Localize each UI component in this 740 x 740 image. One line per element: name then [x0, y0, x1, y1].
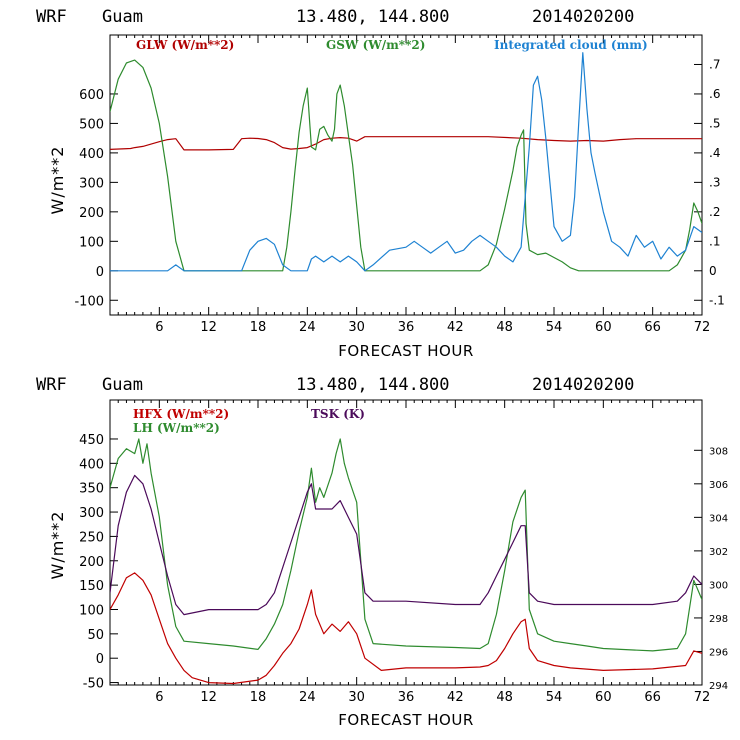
panel1-location-label: Guam — [102, 7, 143, 27]
x-tick-label: 54 — [546, 690, 563, 705]
y-tick-label: -50 — [83, 677, 104, 692]
panel1-x-axis-title: FORECAST HOUR — [338, 342, 474, 360]
y-tick-label: 150 — [79, 579, 104, 594]
y2-tick-label: 306 — [709, 480, 728, 491]
x-tick-label: 54 — [546, 320, 563, 335]
series-line-lh — [110, 438, 702, 652]
panel1-model-label: WRF — [36, 7, 67, 27]
panel1-plot-frame — [109, 34, 703, 316]
y2-tick-label: 300 — [709, 580, 728, 591]
legend-lh: LH (W/m**2) — [133, 421, 220, 435]
x-tick-label: 66 — [644, 320, 661, 335]
y2-tick-label: 296 — [709, 647, 728, 658]
x-tick-label: 18 — [250, 690, 267, 705]
y-tick-label: 200 — [79, 206, 104, 221]
legend-hfx: HFX (W/m**2) — [133, 407, 229, 421]
series-line-cloud — [110, 52, 702, 272]
y-tick-label: -100 — [74, 294, 104, 309]
x-tick-label: 60 — [595, 320, 612, 335]
y-tick-label: 250 — [79, 530, 104, 545]
y2-tick-label: 298 — [709, 614, 728, 625]
panel-fluxes-skin-temp: WRF Guam 13.480, 144.800 2014020200 6 12 1… — [36, 375, 728, 729]
y2-tick-label: 294 — [709, 681, 728, 692]
y2-tick-label: .1 — [709, 234, 720, 248]
panel2-x-axis: 6 12 18 24 30 36 42 48 54 60 66 72 — [117, 400, 711, 705]
panel1-series-lines — [110, 52, 702, 272]
panel1-y-axis-title: W/m**2 — [48, 146, 67, 215]
panel1-init-time-label: 2014020200 — [532, 7, 634, 27]
x-tick-label: 6 — [155, 690, 163, 705]
x-tick-label: 24 — [299, 320, 316, 335]
x-tick-label: 60 — [595, 690, 612, 705]
x-tick-label: 12 — [200, 690, 217, 705]
legend-integrated-cloud: Integrated cloud (mm) — [494, 38, 648, 52]
panel2-init-time-label: 2014020200 — [532, 375, 634, 395]
y2-tick-label: 308 — [709, 446, 728, 457]
legend-glw: GLW (W/m**2) — [136, 38, 234, 52]
y-tick-label: 400 — [79, 147, 104, 162]
y-tick-label: 100 — [79, 235, 104, 250]
panel2-y-axis-title: W/m**2 — [48, 511, 67, 580]
x-tick-label: 36 — [398, 320, 415, 335]
y2-tick-label: 304 — [709, 513, 728, 524]
panel2-x-axis-title: FORECAST HOUR — [338, 711, 474, 729]
x-tick-label: 36 — [398, 690, 415, 705]
series-line-glw — [110, 136, 702, 151]
y2-tick-label: -.1 — [709, 293, 725, 307]
panel1-coords-label: 13.480, 144.800 — [296, 7, 450, 27]
y2-tick-label: .5 — [709, 116, 720, 130]
legend-gsw: GSW (W/m**2) — [326, 38, 425, 52]
x-tick-label: 30 — [348, 690, 365, 705]
panel2-y-axis-right: 294 296 298 300 302 304 306 308 — [694, 446, 728, 692]
panel2-model-label: WRF — [36, 375, 67, 395]
panel1-x-axis: 6 12 18 24 30 36 42 48 54 60 66 72 — [117, 35, 711, 335]
x-tick-label: 72 — [694, 690, 711, 705]
x-tick-label: 42 — [447, 690, 464, 705]
y-tick-label: 300 — [79, 506, 104, 521]
y2-tick-label: .6 — [709, 87, 720, 101]
y2-tick-label: 0 — [709, 264, 717, 278]
x-tick-label: 30 — [348, 320, 365, 335]
y-tick-label: 50 — [87, 628, 104, 643]
panel1-y-axis-left: -100 0 100 200 300 400 500 600 — [74, 88, 118, 309]
y-tick-label: 100 — [79, 603, 104, 618]
x-tick-label: 18 — [250, 320, 267, 335]
legend-tsk: TSK (K) — [311, 407, 365, 421]
y2-tick-label: .7 — [709, 57, 720, 71]
panel2-y-axis-left: -50 0 50 100 150 200 250 300 350 400 450 — [79, 433, 118, 692]
y-tick-label: 500 — [79, 117, 104, 132]
x-tick-label: 48 — [496, 320, 513, 335]
panel-radiation-cloud: WRF Guam 13.480, 144.800 2014020200 6 12 1… — [36, 7, 725, 360]
y-tick-label: 300 — [79, 176, 104, 191]
x-tick-label: 24 — [299, 690, 316, 705]
x-tick-label: 48 — [496, 690, 513, 705]
panel1-y-axis-right: -.1 0 .1 .2 .3 .4 .5 .6 .7 — [694, 57, 725, 307]
x-tick-label: 72 — [694, 320, 711, 335]
series-line-tsk — [110, 474, 702, 616]
x-tick-label: 66 — [644, 690, 661, 705]
panel2-series-lines — [110, 438, 702, 685]
y-tick-label: 350 — [79, 482, 104, 497]
y2-tick-label: .2 — [709, 205, 720, 219]
y2-tick-label: 302 — [709, 547, 728, 558]
panel2-coords-label: 13.480, 144.800 — [296, 375, 450, 395]
x-tick-label: 12 — [200, 320, 217, 335]
series-line-gsw — [110, 59, 702, 272]
y-tick-label: 600 — [79, 88, 104, 103]
y-tick-label: 450 — [79, 433, 104, 448]
y-tick-label: 0 — [96, 265, 104, 280]
y2-tick-label: .3 — [709, 175, 720, 189]
y-tick-label: 0 — [96, 652, 104, 667]
y2-tick-label: .4 — [709, 146, 720, 160]
x-tick-label: 6 — [155, 320, 163, 335]
y-tick-label: 400 — [79, 457, 104, 472]
series-line-hfx — [110, 572, 702, 685]
panel2-location-label: Guam — [102, 375, 143, 395]
x-tick-label: 42 — [447, 320, 464, 335]
y-tick-label: 200 — [79, 555, 104, 570]
